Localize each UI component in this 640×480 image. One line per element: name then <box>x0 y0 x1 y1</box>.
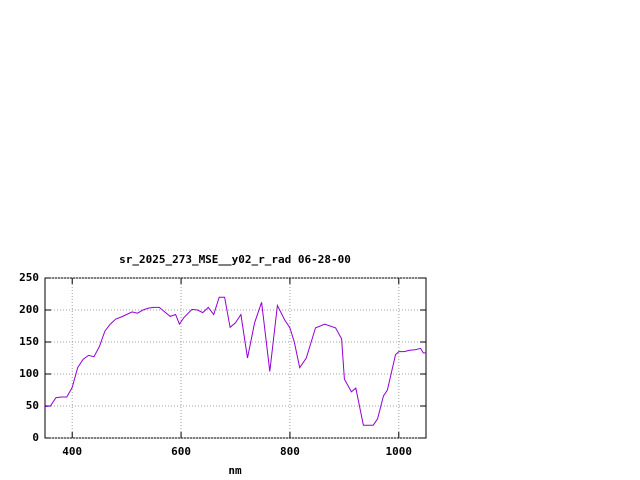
y-tick-label: 200 <box>19 303 39 316</box>
y-tick-label: 50 <box>26 399 39 412</box>
y-tick-label: 250 <box>19 271 39 284</box>
x-tick-label: 400 <box>62 445 82 458</box>
y-tick-label: 100 <box>19 367 39 380</box>
plot-frame <box>44 277 427 439</box>
data-line <box>44 296 426 426</box>
y-tick-label: 150 <box>19 335 39 348</box>
y-tick-label: 0 <box>32 431 39 444</box>
x-axis-label: nm <box>228 464 242 477</box>
x-tick-label: 1000 <box>386 445 413 458</box>
x-tick-label: 600 <box>171 445 191 458</box>
chart-title: sr_2025_273_MSE__y02_r_rad 06-28-00 <box>119 253 351 266</box>
x-tick-label: 800 <box>280 445 300 458</box>
